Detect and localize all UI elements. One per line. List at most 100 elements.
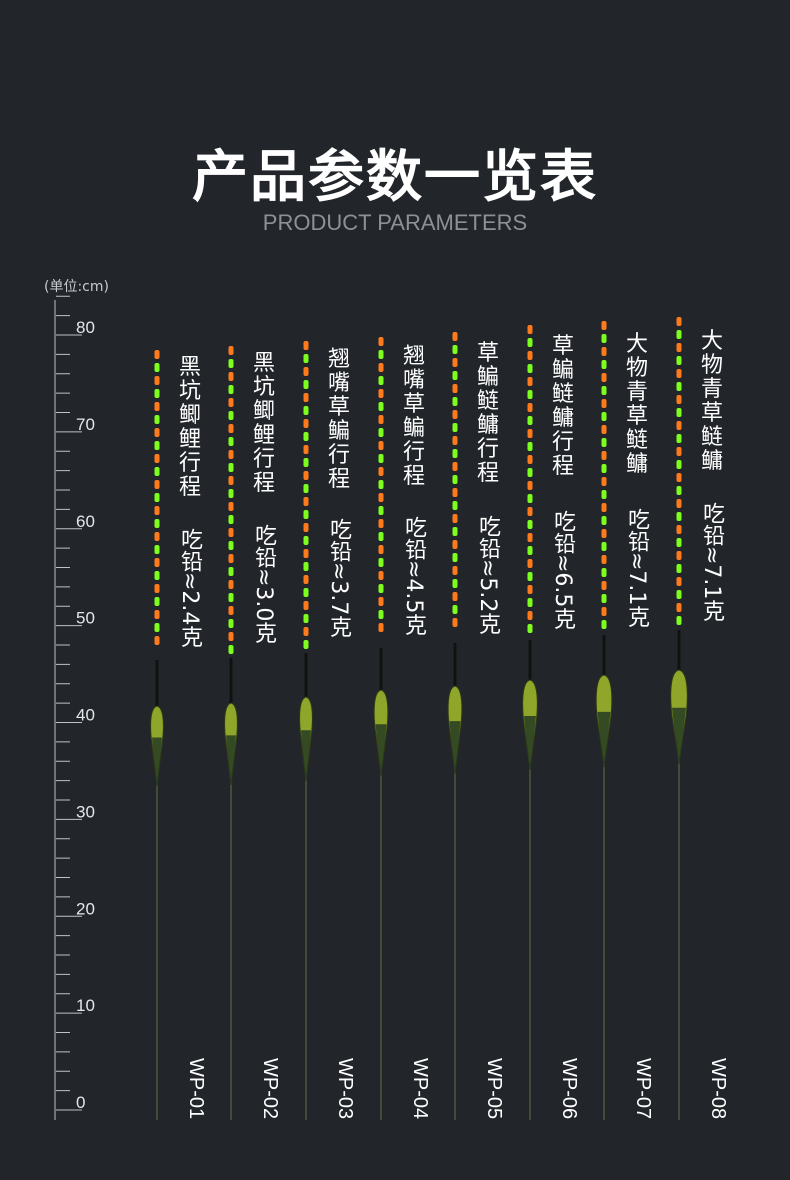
float-glow-segment	[452, 527, 458, 536]
float-glow-segment	[676, 421, 682, 430]
float-body-shade	[524, 716, 536, 770]
float-glow-segment	[228, 476, 234, 485]
float-body-shade	[226, 735, 236, 785]
float-glow-segment	[154, 571, 160, 580]
float-glow-segment	[527, 325, 533, 334]
float-glow-segment	[452, 475, 458, 484]
float-glow-segment	[527, 364, 533, 373]
float-glow-segment	[378, 493, 384, 502]
float-glow-segment	[154, 636, 160, 645]
float-glow-segment	[527, 572, 533, 581]
float-glow-segment	[154, 376, 160, 385]
float-body-shade	[449, 721, 461, 774]
float-glow-segment	[228, 645, 234, 654]
float-glow-segment	[228, 541, 234, 550]
float-glow-segment	[303, 419, 309, 428]
float-glow-segment	[676, 395, 682, 404]
float-glow-segment	[676, 408, 682, 417]
float-glow-segment	[676, 343, 682, 352]
float-glow-segment	[601, 607, 607, 616]
float-glow-segment	[378, 610, 384, 619]
float-glow-segment	[452, 449, 458, 458]
float-glow-segment	[378, 454, 384, 463]
float-glow-segment	[228, 619, 234, 628]
float-glow-segment	[378, 506, 384, 515]
float-glow-segment	[154, 402, 160, 411]
float-glow-segment	[527, 533, 533, 542]
float-glow-segment	[303, 432, 309, 441]
float-glow-segment	[228, 385, 234, 394]
float-model-label: WP-08	[707, 1058, 729, 1120]
float-glow-segment	[452, 358, 458, 367]
float-glow-segment	[303, 614, 309, 623]
float-glow-segment	[378, 363, 384, 372]
float-lead-label: 吃铅≈6.5克	[550, 510, 575, 630]
float-glow-segment	[303, 380, 309, 389]
float-wp-07	[595, 321, 613, 1120]
float-glow-segment	[154, 480, 160, 489]
float-glow-segment	[601, 438, 607, 447]
float-glow-segment	[676, 616, 682, 625]
float-glow-segment	[228, 567, 234, 576]
float-glow-segment	[228, 372, 234, 381]
float-lead-label: 吃铅≈7.1克	[624, 508, 649, 628]
float-glow-segment	[378, 519, 384, 528]
float-glow-segment	[154, 493, 160, 502]
float-glow-segment	[303, 458, 309, 467]
float-glow-segment	[676, 330, 682, 339]
float-glow-segment	[527, 429, 533, 438]
float-glow-segment	[154, 441, 160, 450]
float-glow-segment	[378, 389, 384, 398]
float-glow-segment	[228, 424, 234, 433]
float-glow-segment	[154, 623, 160, 632]
float-glow-segment	[378, 584, 384, 593]
float-glow-segment	[303, 510, 309, 519]
float-glow-segment	[527, 390, 533, 399]
float-fish-label: 黑坑鲫鲤行程	[252, 351, 275, 496]
float-glow-segment	[676, 590, 682, 599]
float-glow-segment	[601, 386, 607, 395]
float-glow-segment	[601, 334, 607, 343]
float-glow-segment	[527, 520, 533, 529]
float-glow-segment	[452, 618, 458, 627]
float-glow-segment	[228, 606, 234, 615]
float-glow-segment	[601, 464, 607, 473]
float-body-shade	[375, 724, 387, 776]
float-glow-segment	[676, 564, 682, 573]
float-lead-label: 吃铅≈7.1克	[699, 502, 724, 622]
float-lead-label: 吃铅≈2.4克	[177, 528, 202, 648]
float-glow-segment	[676, 538, 682, 547]
float-glow-segment	[676, 460, 682, 469]
float-glow-segment	[452, 410, 458, 419]
float-lead-label: 吃铅≈3.0克	[251, 524, 276, 644]
float-body-shade	[301, 730, 311, 781]
float-glow-segment	[228, 437, 234, 446]
float-fish-label: 翘嘴草鳊行程	[402, 344, 425, 489]
float-glow-segment	[601, 412, 607, 421]
float-wp-03	[299, 341, 313, 1120]
float-glow-segment	[378, 337, 384, 346]
float-glow-segment	[527, 507, 533, 516]
float-glow-segment	[601, 542, 607, 551]
float-wp-01	[150, 350, 164, 1120]
float-glow-segment	[452, 488, 458, 497]
page-title: 产品参数一览表	[192, 145, 598, 210]
float-glow-segment	[452, 540, 458, 549]
float-lead-label: 吃铅≈3.7克	[326, 518, 351, 638]
float-glow-segment	[527, 338, 533, 347]
float-glow-segment	[527, 585, 533, 594]
float-glow-segment	[228, 580, 234, 589]
float-glow-segment	[452, 592, 458, 601]
float-glow-segment	[154, 428, 160, 437]
float-glow-segment	[154, 610, 160, 619]
float-glow-segment	[452, 345, 458, 354]
float-glow-segment	[527, 468, 533, 477]
float-wp-05	[447, 332, 463, 1120]
float-glow-segment	[527, 455, 533, 464]
float-fish-label: 草鳊鲢鳙行程	[476, 341, 499, 486]
float-glow-segment	[303, 497, 309, 506]
float-glow-segment	[378, 571, 384, 580]
float-glow-segment	[154, 467, 160, 476]
